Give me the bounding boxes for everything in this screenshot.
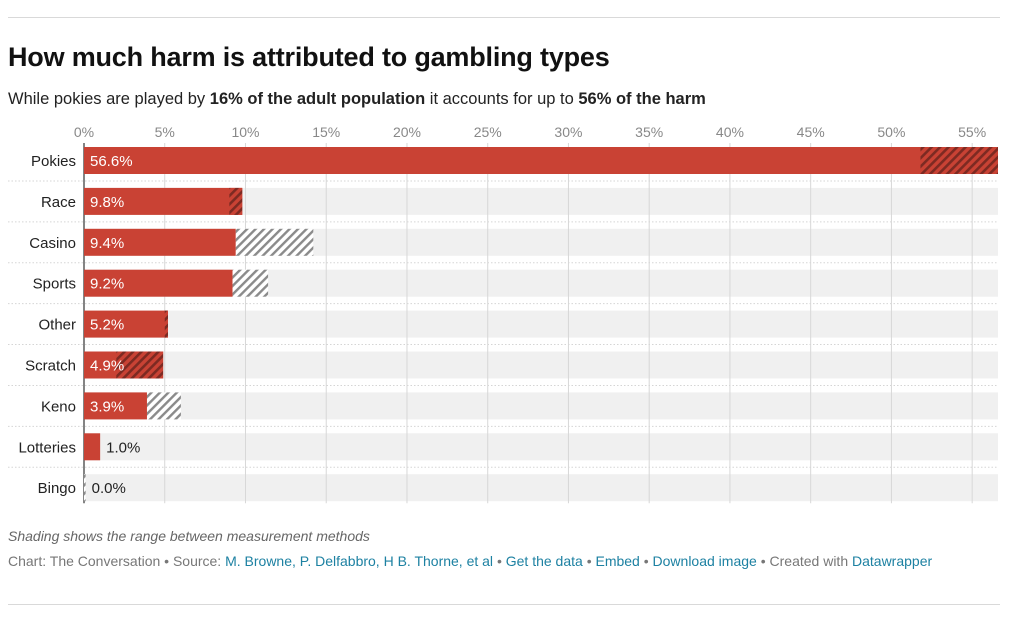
- footer-credit: Chart: The Conversation: [8, 553, 161, 569]
- x-tick-label: 40%: [716, 124, 744, 140]
- bar: [84, 269, 233, 297]
- top-rule: [8, 17, 1000, 18]
- chart-notes: Shading shows the range between measurem…: [8, 528, 370, 544]
- category-label: Sports: [33, 276, 76, 293]
- x-tick-label: 55%: [958, 124, 986, 140]
- category-label: Race: [41, 194, 76, 211]
- range-hatch: [235, 228, 314, 256]
- category-label: Keno: [41, 398, 76, 415]
- labels: Pokies 56.6% Race 9.8% Casino 9.4% Sports 9.2% O…: [18, 153, 140, 497]
- category-label: Casino: [29, 235, 76, 252]
- data-label: 5.2%: [90, 317, 124, 334]
- row-background: [84, 392, 998, 420]
- range-hatch: [229, 187, 243, 215]
- x-tick-label: 20%: [393, 124, 421, 140]
- footer-created-with: Created with: [769, 553, 849, 569]
- range-hatch: [920, 147, 998, 174]
- footer-sep: •: [496, 553, 502, 569]
- data-label: 9.2%: [90, 276, 124, 293]
- datawrapper-link[interactable]: Datawrapper: [852, 553, 933, 569]
- footer-sep: •: [586, 553, 592, 569]
- category-label: Bingo: [38, 480, 76, 497]
- bar: [84, 433, 101, 461]
- range-hatch: [116, 351, 164, 379]
- range-hatch: [146, 392, 181, 420]
- data-label: 56.6%: [90, 153, 133, 170]
- chart-subtitle: While pokies are played by 16% of the ad…: [8, 90, 706, 109]
- range-hatch: [84, 474, 86, 502]
- chart-footer: Chart: The Conversation • Source: M. Bro…: [8, 553, 932, 569]
- row-background: [84, 310, 998, 338]
- gridlines: [8, 143, 998, 504]
- bar-chart: 0% 5% 10% 15% 20% 25% 30% 35% 40% 45% 50% 55% Pokie…: [8, 124, 998, 504]
- footer-sep: •: [760, 553, 766, 569]
- x-tick-label: 35%: [635, 124, 663, 140]
- x-tick-label: 50%: [877, 124, 905, 140]
- data-label: 9.4%: [90, 235, 124, 252]
- data-label: 3.9%: [90, 398, 124, 415]
- footer-sep: •: [164, 553, 170, 569]
- x-tick-label: 45%: [797, 124, 825, 140]
- bar: [84, 147, 998, 174]
- bar: [84, 187, 243, 215]
- data-label: 4.9%: [90, 358, 124, 375]
- category-label: Other: [38, 317, 76, 334]
- row-backgrounds: [84, 147, 998, 502]
- footer-source-label: Source:: [172, 553, 222, 569]
- x-tick-label: 10%: [231, 124, 259, 140]
- x-tick-label: 5%: [155, 124, 175, 140]
- x-tick-label: 25%: [474, 124, 502, 140]
- x-axis-ticks: 0% 5% 10% 15% 20% 25% 30% 35% 40% 45% 50% 55%: [74, 124, 986, 140]
- bars: [84, 147, 998, 502]
- subtitle-text-2: it accounts for up to: [425, 90, 579, 108]
- row-background: [84, 433, 998, 461]
- get-data-link[interactable]: Get the data: [505, 553, 583, 569]
- row-background: [84, 474, 998, 502]
- range-hatch: [232, 269, 269, 297]
- footer-sep: •: [643, 553, 649, 569]
- category-label: Pokies: [31, 153, 76, 170]
- category-label: Lotteries: [18, 439, 76, 456]
- source-link[interactable]: M. Browne, P. Delfabbro, H B. Thorne, et…: [225, 553, 494, 569]
- category-label: Scratch: [25, 358, 76, 375]
- bar: [84, 310, 168, 338]
- subtitle-text-1: While pokies are played by: [8, 90, 210, 108]
- row-background: [84, 351, 998, 379]
- x-tick-label: 0%: [74, 124, 94, 140]
- chart-title: How much harm is attributed to gambling …: [8, 42, 610, 72]
- data-label: 1.0%: [106, 439, 140, 456]
- download-image-link[interactable]: Download image: [652, 553, 757, 569]
- subtitle-bold-2: 56% of the harm: [578, 90, 706, 108]
- subtitle-bold-1: 16% of the adult population: [209, 90, 426, 108]
- range-hatch: [164, 310, 168, 338]
- x-tick-label: 30%: [554, 124, 582, 140]
- bar: [84, 228, 236, 256]
- bottom-rule: [8, 604, 1000, 605]
- data-label: 9.8%: [90, 194, 124, 211]
- x-tick-label: 15%: [312, 124, 340, 140]
- data-label: 0.0%: [92, 480, 126, 497]
- embed-link[interactable]: Embed: [595, 553, 640, 569]
- bar: [84, 392, 147, 420]
